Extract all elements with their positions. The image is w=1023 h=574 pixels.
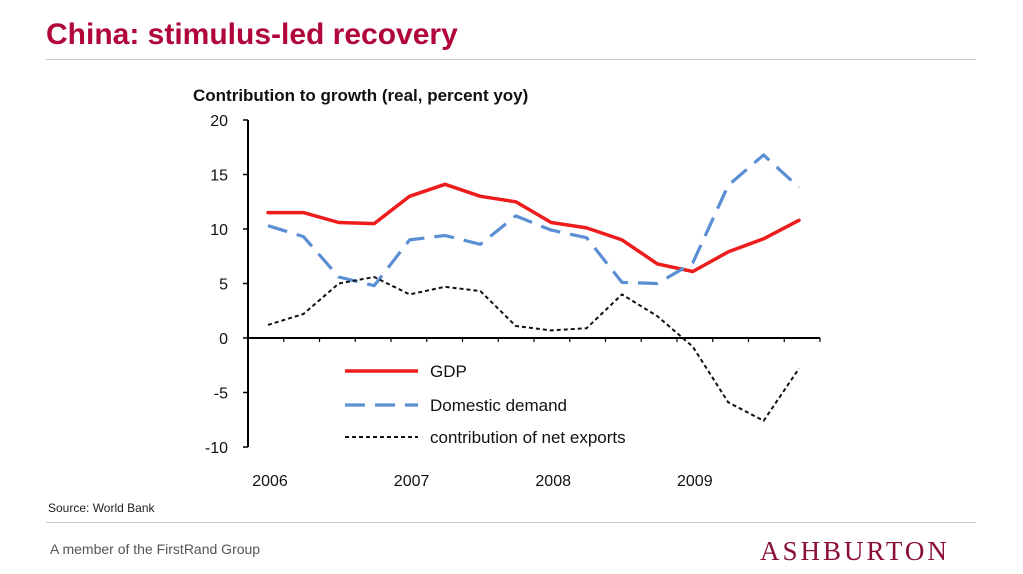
- slide-title: China: stimulus-led recovery: [46, 18, 458, 51]
- series-line-contribution-of-net-exports: [267, 276, 800, 422]
- y-tick-label: -10: [205, 440, 228, 457]
- source-note: Source: World Bank: [48, 501, 155, 515]
- y-tick-label: 0: [219, 331, 228, 348]
- y-tick-label: -5: [214, 386, 228, 403]
- legend-label: contribution of net exports: [430, 428, 626, 447]
- legend-label: Domestic demand: [430, 396, 567, 415]
- x-tick-label: 2007: [394, 473, 430, 490]
- x-tick-label: 2009: [677, 473, 713, 490]
- series-line-gdp: [266, 182, 801, 274]
- chart-title: Contribution to growth (real, percent yo…: [193, 86, 528, 105]
- y-tick-label: 5: [219, 277, 228, 294]
- y-tick-label: 20: [210, 113, 228, 130]
- y-tick-label: 10: [210, 222, 228, 239]
- x-tick-label: 2008: [535, 473, 571, 490]
- ashburton-logo: ASHBURTON: [760, 536, 950, 566]
- title-divider: [46, 59, 976, 60]
- legend-label: GDP: [430, 362, 467, 381]
- footer-divider: [46, 522, 976, 523]
- y-tick-label: 15: [210, 168, 228, 185]
- footer-text: A member of the FirstRand Group: [50, 541, 261, 557]
- x-tick-label: 2006: [252, 473, 288, 490]
- series-line-domestic-demand: [267, 153, 801, 288]
